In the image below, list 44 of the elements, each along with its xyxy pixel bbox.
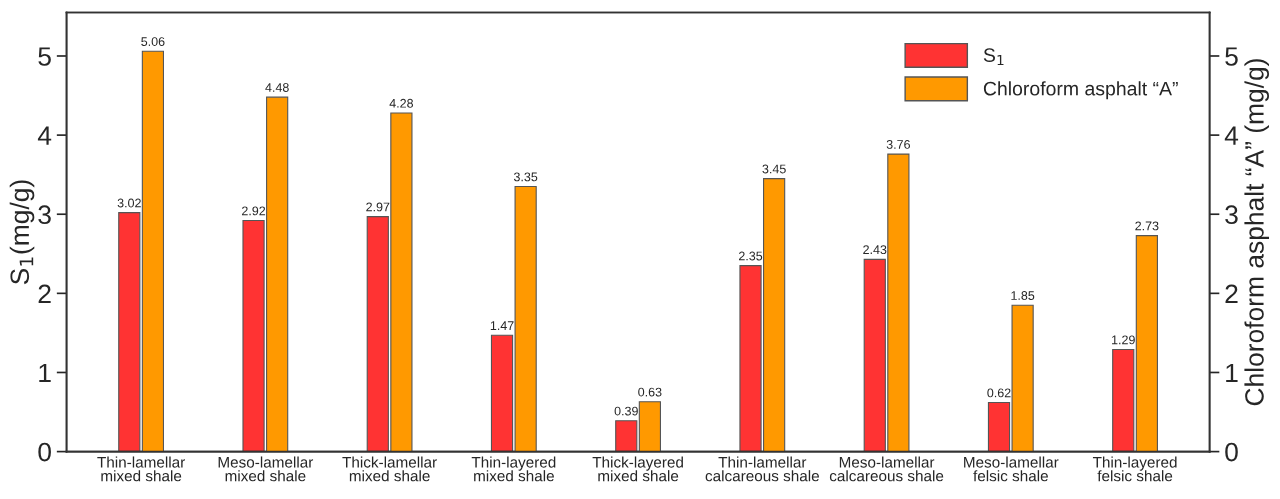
y-axis-title: S$_{1}$(mg/g) (9, 180, 35, 285)
x-tick-label: Meso-lamellar felsic shale (964, 456, 1059, 482)
y2-tick-label: 1 (1226, 363, 1238, 383)
y2-tick-label: 5 (1225, 47, 1238, 66)
data-label: 2.35 (738, 251, 763, 261)
y-tick-label: 2 (38, 284, 51, 303)
y-tick-label: 3 (38, 205, 51, 225)
y2-axis-title: Chloroform asphalt “A” (mg/g) (1244, 59, 1270, 406)
x-tick-label: Thin-lamellar mixed shale (97, 456, 185, 482)
data-label: 2.97 (366, 202, 390, 212)
x-tick-label: Thin-lamellar calcareous shale (705, 456, 819, 482)
legend-label: S$_{1}$ (983, 48, 1004, 66)
data-label: 3.02 (117, 198, 141, 208)
data-label: 4.48 (265, 83, 289, 92)
data-label: 1.29 (1112, 335, 1135, 345)
x-tick-label: Meso-lamellar calcareous shale (829, 456, 944, 482)
data-label: 0.62 (987, 388, 1011, 398)
data-label: 0.63 (638, 387, 662, 397)
y-tick-label: 0 (38, 442, 51, 462)
data-label: 4.28 (389, 98, 414, 108)
x-tick-label: Thin-layered felsic shale (1092, 456, 1177, 482)
data-label: 3.35 (513, 172, 538, 182)
y2-tick-label: 4 (1224, 126, 1239, 145)
legend-label: Chloroform asphalt “A” (983, 81, 1178, 100)
y-tick-label: 5 (38, 47, 51, 66)
x-tick-label: Thin-layered mixed shale (471, 456, 556, 482)
bar (1135, 235, 1158, 452)
data-label: 2.92 (242, 206, 266, 216)
data-label: 3.76 (886, 140, 910, 149)
data-label: 1.47 (490, 321, 514, 330)
y2-tick-label: 2 (1225, 284, 1238, 303)
y2-tick-label: 0 (1225, 442, 1238, 462)
y-tick-label: 1 (39, 363, 51, 383)
x-tick-label: Thick-layered mixed shale (592, 456, 683, 482)
x-tick-label: Thick-lamellar mixed shale (342, 456, 437, 482)
data-label: 1.85 (1011, 291, 1035, 300)
x-tick-label: Meso-lamellar mixed shale (218, 456, 314, 482)
data-label: 2.43 (863, 245, 887, 255)
data-label: 5.06 (141, 37, 165, 46)
data-label: 3.45 (762, 164, 786, 174)
y2-tick-label: 3 (1225, 205, 1238, 225)
data-label: 2.73 (1135, 221, 1159, 231)
data-label: 0.39 (614, 406, 638, 416)
y-tick-label: 4 (37, 126, 52, 145)
